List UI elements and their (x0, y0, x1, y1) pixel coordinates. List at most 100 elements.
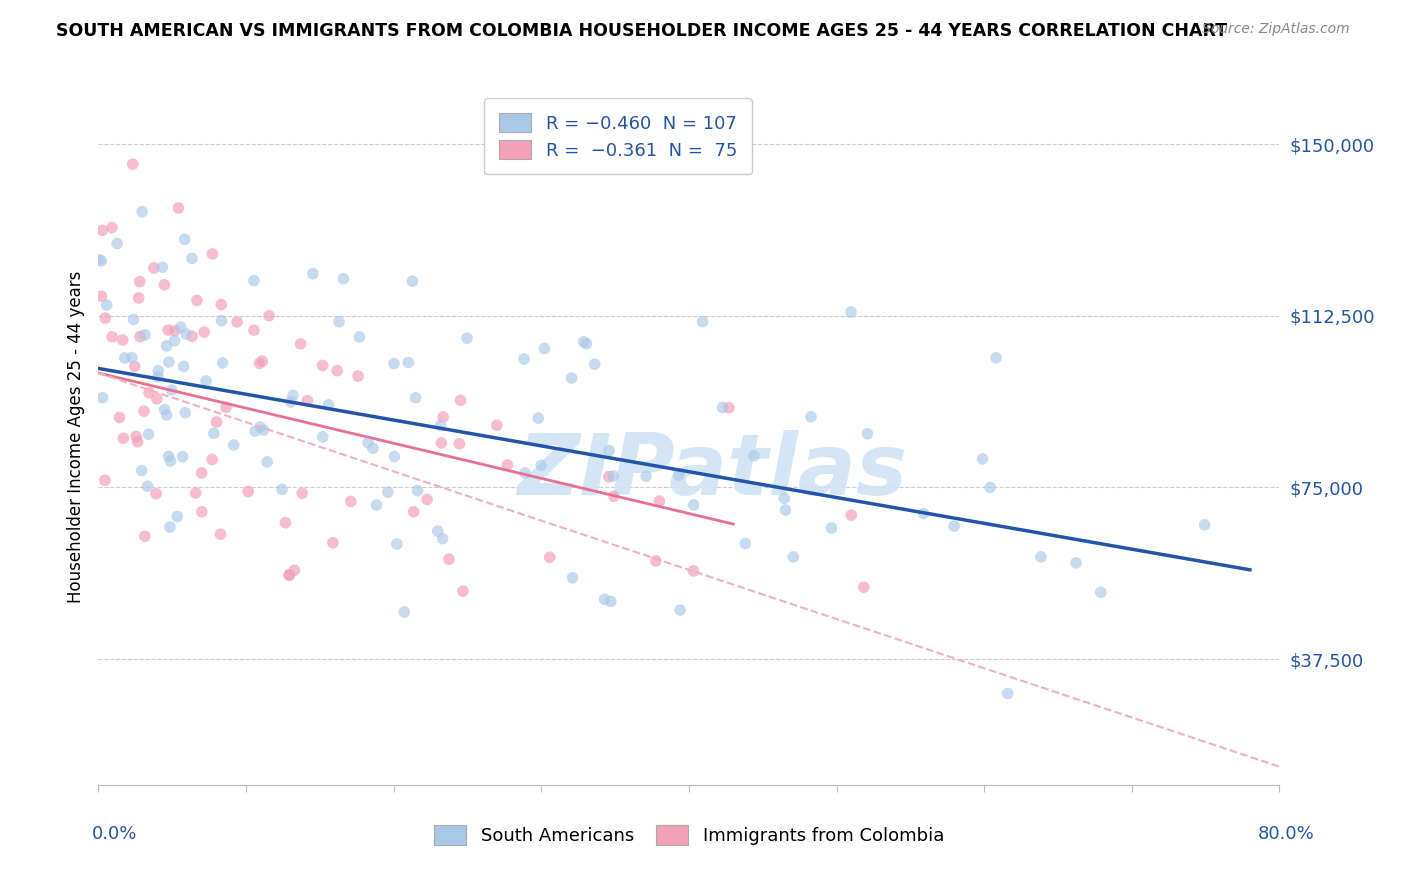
Point (138, 427, 160, 442)
Point (209, 527, 232, 541)
Point (131, 204, 153, 219)
Point (339, 494, 361, 508)
Point (800, 409, 823, 424)
Point (538, 550, 561, 565)
Point (283, 563, 305, 577)
Point (572, 334, 595, 349)
Point (124, 359, 146, 374)
Point (636, 469, 658, 483)
Point (136, 479, 159, 493)
Point (496, 458, 519, 472)
Point (599, 594, 621, 608)
Point (193, 325, 215, 339)
Point (163, 324, 186, 338)
Point (366, 498, 388, 512)
Point (201, 452, 224, 467)
Point (449, 436, 471, 450)
Point (450, 393, 472, 408)
Point (132, 404, 155, 418)
Point (91, 223, 114, 237)
Point (533, 342, 555, 356)
Point (451, 584, 474, 599)
Point (711, 401, 734, 415)
Point (157, 355, 180, 369)
Point (122, 312, 145, 326)
Point (243, 323, 266, 337)
Point (839, 305, 862, 319)
Point (602, 489, 624, 503)
Point (979, 480, 1001, 494)
Point (94, 473, 117, 487)
Point (205, 415, 228, 429)
Point (173, 359, 195, 374)
Point (245, 424, 267, 438)
Point (157, 323, 180, 337)
Point (170, 320, 193, 334)
Text: 0.0%: 0.0% (91, 825, 136, 843)
Point (157, 450, 180, 464)
Point (280, 395, 302, 409)
Point (146, 392, 169, 406)
Point (121, 157, 143, 171)
Point (385, 537, 408, 551)
Point (312, 430, 335, 444)
Point (148, 364, 170, 378)
Point (742, 449, 765, 463)
Point (429, 418, 451, 433)
Point (146, 370, 169, 384)
Point (238, 484, 260, 499)
Point (190, 466, 212, 480)
Point (515, 466, 537, 480)
Point (1090, 585, 1112, 599)
Point (184, 486, 207, 500)
Point (90, 289, 112, 303)
Point (382, 357, 405, 371)
Point (96, 298, 118, 312)
Point (406, 483, 429, 498)
Point (297, 393, 319, 408)
Point (181, 329, 204, 343)
Point (129, 329, 152, 343)
Point (437, 552, 460, 566)
Point (281, 388, 304, 402)
Point (527, 411, 550, 425)
Point (598, 443, 620, 458)
Point (278, 568, 301, 582)
Point (332, 271, 354, 285)
Point (101, 330, 124, 344)
Point (430, 436, 453, 450)
Point (839, 508, 862, 523)
Point (322, 536, 344, 550)
Point (257, 309, 280, 323)
Point (138, 385, 160, 400)
Point (155, 339, 177, 353)
Point (201, 247, 224, 261)
Point (112, 431, 135, 445)
Legend: South Americans, Immigrants from Colombia: South Americans, Immigrants from Colombi… (426, 818, 952, 853)
Point (166, 509, 188, 524)
Point (186, 293, 208, 308)
Point (209, 297, 232, 311)
Point (1194, 517, 1216, 532)
Point (377, 485, 399, 500)
Point (456, 331, 478, 345)
Point (163, 334, 186, 348)
Point (256, 455, 278, 469)
Point (347, 369, 370, 384)
Point (87, 252, 110, 267)
Point (648, 494, 671, 508)
Point (222, 438, 245, 452)
Point (598, 469, 620, 483)
Point (134, 327, 156, 342)
Point (349, 330, 371, 344)
Point (773, 491, 796, 506)
Point (984, 351, 1007, 365)
Text: SOUTH AMERICAN VS IMMIGRANTS FROM COLOMBIA HOUSEHOLDER INCOME AGES 25 - 44 YEARS: SOUTH AMERICAN VS IMMIGRANTS FROM COLOMB… (56, 22, 1227, 40)
Point (153, 402, 176, 417)
Point (432, 410, 454, 425)
Point (125, 429, 148, 443)
Point (160, 383, 183, 397)
Point (145, 486, 167, 500)
Point (181, 252, 204, 266)
Point (142, 260, 165, 275)
